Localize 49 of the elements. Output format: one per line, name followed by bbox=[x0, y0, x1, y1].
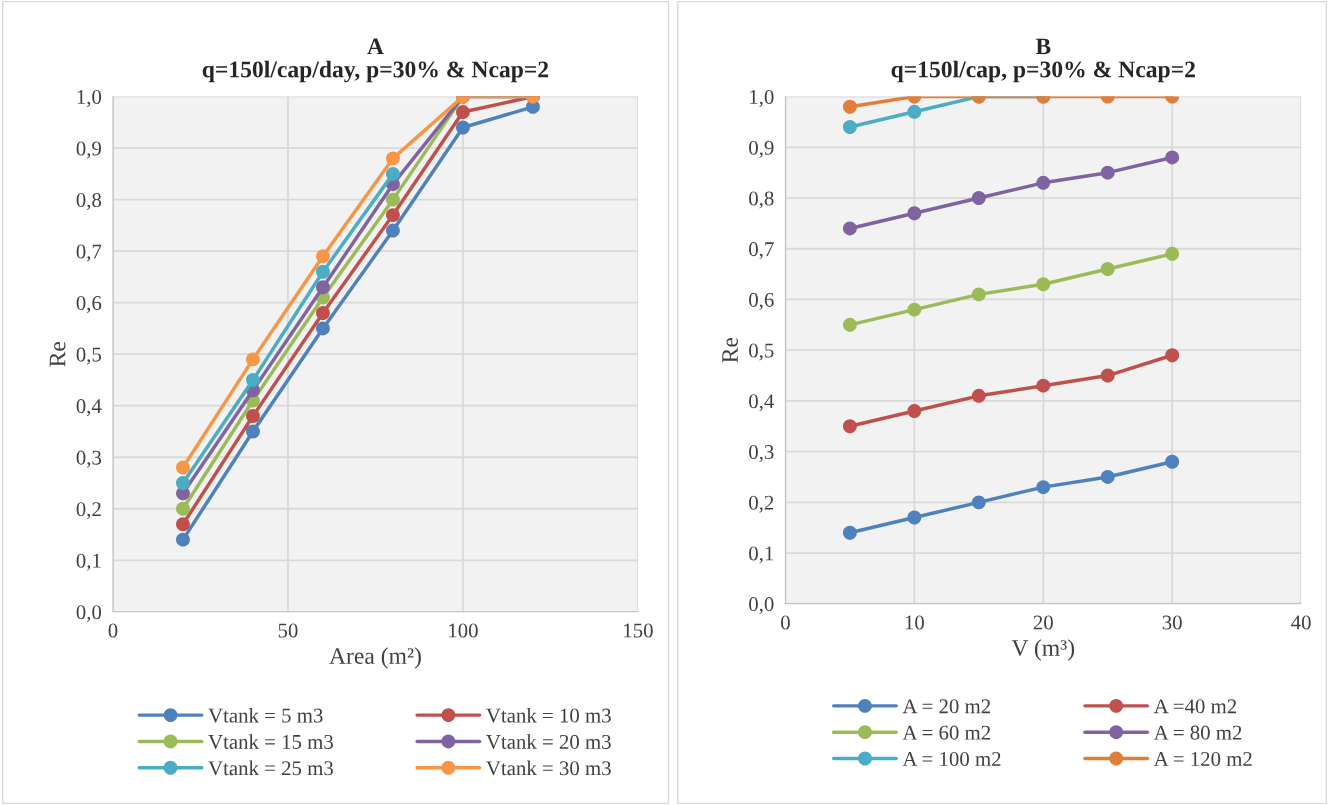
y-tick-label: 0,2 bbox=[749, 495, 774, 513]
legend-label: A = 60 m2 bbox=[902, 725, 991, 740]
x-tick-label: 50 bbox=[278, 623, 298, 638]
y-tick-label: 0,8 bbox=[749, 191, 774, 209]
x-tick-label: 20 bbox=[1033, 615, 1053, 630]
y-tick-label: 0,1 bbox=[749, 546, 774, 564]
x-tick-label: 30 bbox=[1162, 615, 1182, 630]
y-tick-label: 0,6 bbox=[749, 292, 774, 310]
legend-label: Vtank = 10 m3 bbox=[486, 707, 611, 723]
y-tick-label: 0,2 bbox=[76, 502, 101, 520]
y-tick-label: 0,1 bbox=[76, 553, 101, 571]
y-tick-label: 0,7 bbox=[76, 244, 102, 262]
y-tick-label: 0,9 bbox=[76, 141, 101, 159]
x-tick-label: 150 bbox=[624, 623, 653, 638]
x-tick-label: 0 bbox=[781, 615, 790, 630]
legend-label: Vtank = 15 m3 bbox=[208, 734, 333, 750]
legend-label: A = 80 m2 bbox=[1153, 725, 1242, 740]
legend-label: Vtank = 20 m3 bbox=[486, 734, 611, 750]
chart-title: A q=150l/cap/day, p=30% & Ncap=2 bbox=[202, 38, 549, 83]
y-tick-label: 0,0 bbox=[749, 597, 774, 615]
y-tick-label: 1,0 bbox=[750, 89, 774, 108]
legend-label: Vtank = 30 m3 bbox=[486, 760, 611, 776]
x-tick-label: 40 bbox=[1291, 615, 1311, 630]
y-tick-label: 0,6 bbox=[76, 296, 102, 314]
y-tick-label: 0,5 bbox=[749, 343, 774, 361]
y-axis-title: Re bbox=[49, 341, 66, 367]
y-tick-label: 0,5 bbox=[76, 347, 102, 365]
x-tick-label: 10 bbox=[905, 615, 924, 630]
y-tick-label: 0,7 bbox=[749, 242, 774, 260]
x-axis-title: V (m³) bbox=[1011, 639, 1075, 661]
y-axis-title: Re bbox=[722, 337, 738, 363]
x-tick-label: 100 bbox=[449, 623, 478, 638]
legend-label: A = 100 m2 bbox=[902, 751, 1001, 766]
y-tick-label: 0,9 bbox=[749, 140, 774, 158]
y-tick-label: 0,3 bbox=[76, 450, 102, 468]
x-tick-label: 0 bbox=[108, 623, 118, 638]
legend-label: A =40 m2 bbox=[1153, 699, 1237, 714]
chart-title: B q=150l/cap, p=30% & Ncap=2 bbox=[891, 38, 1195, 83]
y-tick-label: 0,0 bbox=[76, 605, 102, 623]
legend-label: Vtank = 5 m3 bbox=[208, 707, 323, 723]
x-axis-title: Area (m²) bbox=[329, 647, 421, 669]
legend-label: Vtank = 25 m3 bbox=[208, 760, 333, 776]
legend-label: A = 20 m2 bbox=[902, 699, 991, 714]
legend-label: A = 120 m2 bbox=[1153, 751, 1252, 766]
y-tick-label: 0,4 bbox=[76, 399, 102, 417]
y-tick-label: 0,4 bbox=[749, 394, 774, 412]
y-tick-label: 0,3 bbox=[749, 444, 774, 463]
y-tick-label: 0,8 bbox=[76, 193, 102, 211]
y-tick-label: 1,0 bbox=[77, 89, 102, 108]
